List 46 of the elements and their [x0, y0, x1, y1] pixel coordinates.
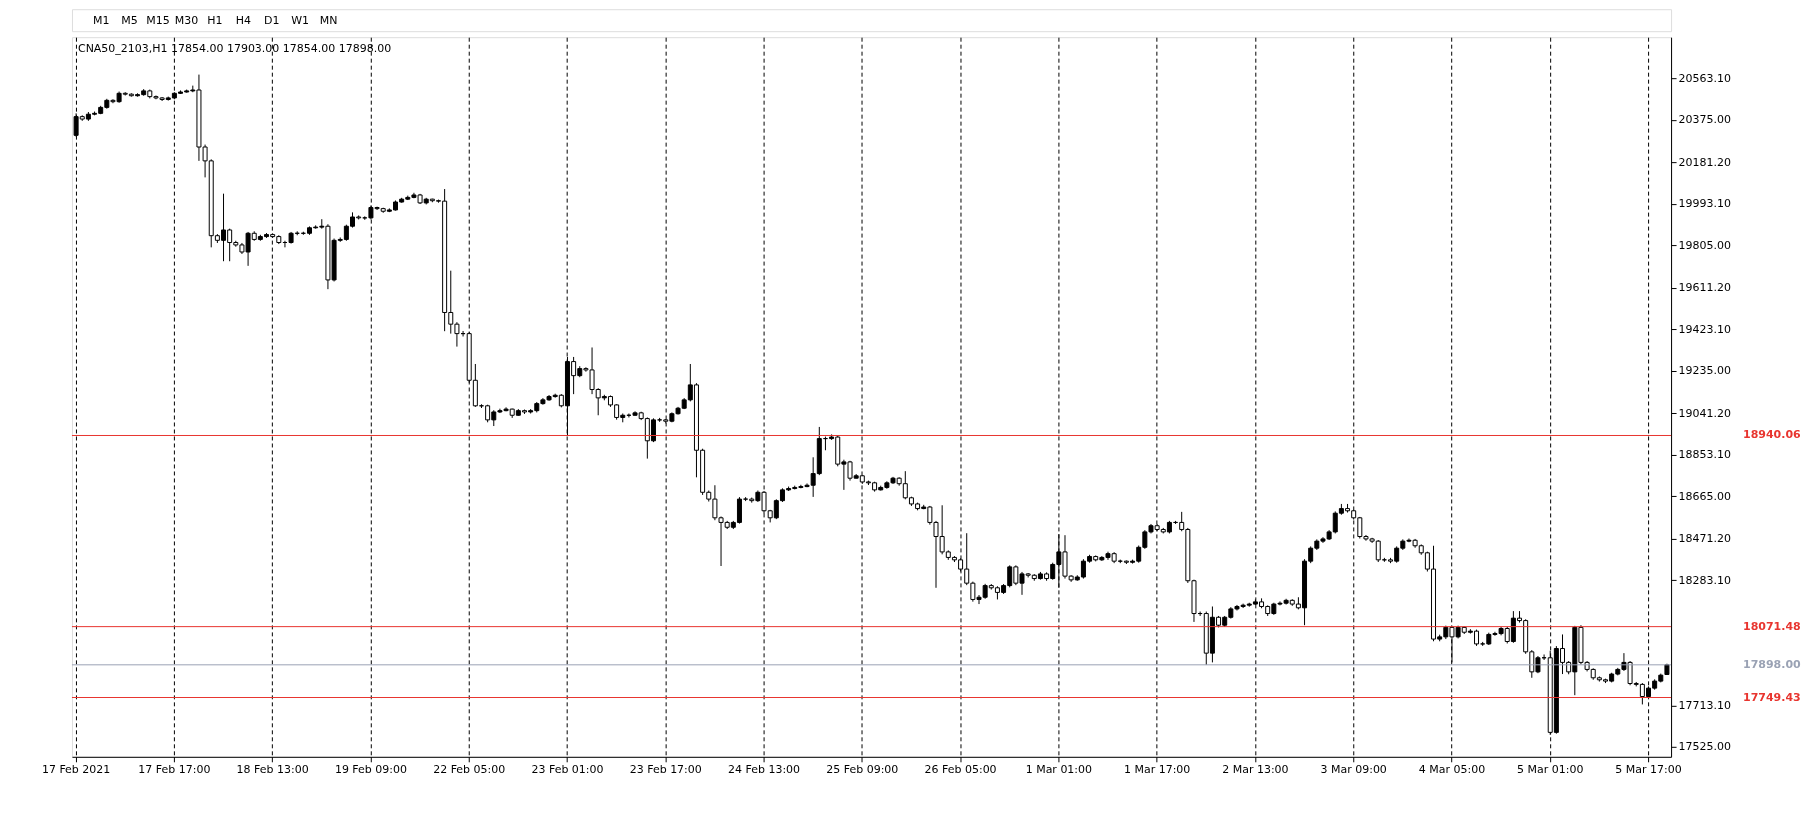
y-tick-label: 18471.20: [1678, 532, 1731, 546]
x-tick-label: 18 Feb 13:00: [236, 763, 309, 777]
x-tick-label: 23 Feb 01:00: [531, 763, 604, 777]
y-tick-label: 18283.10: [1678, 573, 1731, 587]
y-tick-label: 17525.00: [1678, 740, 1731, 754]
y-tick-label: 19423.10: [1678, 322, 1731, 336]
y-tick-label: 20375.00: [1678, 113, 1731, 127]
ref-line-label: 17898.00: [1743, 657, 1802, 671]
text: W1: [291, 14, 310, 28]
y-tick-label: 18665.00: [1678, 489, 1731, 503]
y-tick-label: 19041.20: [1678, 406, 1731, 420]
text: H1: [207, 14, 223, 28]
text: M15: [146, 14, 170, 28]
x-tick-label: 1 Mar 01:00: [1025, 763, 1093, 777]
y-tick-label: 19993.10: [1678, 197, 1731, 211]
ref-line-label: 18940.06: [1743, 428, 1802, 442]
x-tick-label: 1 Mar 17:00: [1123, 763, 1191, 777]
y-tick-label: 19805.00: [1678, 238, 1731, 252]
text: MN: [319, 14, 338, 28]
y-tick-label: 19235.00: [1678, 364, 1731, 378]
x-tick-label: 5 Mar 01:00: [1517, 763, 1584, 777]
text: M30: [174, 14, 199, 28]
x-tick-label: 17 Feb 2021: [41, 763, 111, 777]
x-tick-label: 4 Mar 05:00: [1418, 763, 1486, 777]
ref-line-label: 17749.43: [1743, 690, 1801, 704]
ref-line-label: 18071.48: [1743, 619, 1801, 633]
text: M5: [121, 14, 138, 28]
y-tick-label: 17713.10: [1678, 699, 1731, 712]
text: M1: [92, 14, 110, 28]
text: H4: [235, 14, 251, 28]
x-tick-label: 3 Mar 09:00: [1320, 763, 1387, 777]
x-tick-label: 19 Feb 09:00: [334, 763, 407, 777]
y-tick-label: 19611.20: [1678, 281, 1731, 295]
x-tick-label: 5 Mar 17:00: [1615, 763, 1682, 777]
text: D1: [264, 14, 280, 28]
chart-title: CNA50_2103,H1 17854.00 17903.00 17854.00 17898.00: [77, 42, 392, 56]
x-tick-label: 2 Mar 13:00: [1222, 763, 1289, 777]
x-tick-label: 25 Feb 09:00: [826, 763, 899, 777]
y-tick-label: 20181.20: [1678, 155, 1731, 169]
y-tick-label: 20563.10: [1678, 71, 1731, 85]
x-tick-label: 24 Feb 13:00: [727, 763, 801, 777]
y-tick-label: 18853.10: [1678, 448, 1731, 462]
x-tick-label: 22 Feb 05:00: [433, 763, 506, 777]
x-tick-label: 17 Feb 17:00: [138, 763, 211, 777]
x-tick-label: 26 Feb 05:00: [924, 763, 997, 777]
x-tick-label: 23 Feb 17:00: [629, 763, 702, 777]
